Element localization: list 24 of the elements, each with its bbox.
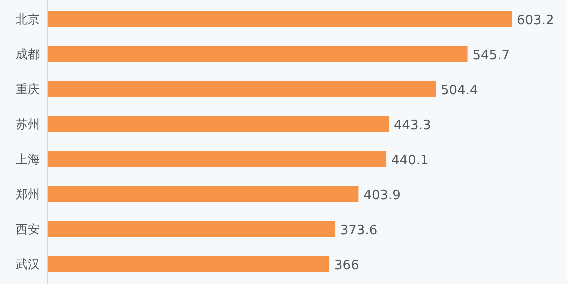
data-label: 403.9: [364, 188, 401, 204]
y-tick-label: 重庆: [16, 82, 40, 96]
data-label: 443.3: [394, 118, 432, 134]
y-tick-label: 西安: [16, 222, 40, 236]
bar: [48, 46, 468, 62]
bar: [48, 222, 336, 238]
y-tick-label: 苏州: [16, 118, 40, 132]
bar: [48, 186, 359, 202]
bar: [48, 82, 436, 98]
data-label: 603.2: [517, 14, 554, 28]
data-label: 440.1: [392, 154, 429, 168]
y-tick-label: 郑州: [16, 188, 40, 202]
bar: [48, 152, 387, 168]
data-label: 373.6: [340, 224, 378, 238]
y-tick-label: 成都: [16, 48, 40, 62]
bar: [48, 12, 512, 28]
data-label: 366: [334, 258, 360, 274]
data-label: 504.4: [441, 84, 478, 98]
y-tick-label: 北京: [16, 12, 40, 26]
y-tick-label: 上海: [16, 152, 40, 166]
y-tick-label: 武汉: [16, 258, 40, 272]
data-label: 545.7: [472, 48, 510, 64]
bar: [48, 256, 330, 272]
bar: [48, 116, 389, 132]
